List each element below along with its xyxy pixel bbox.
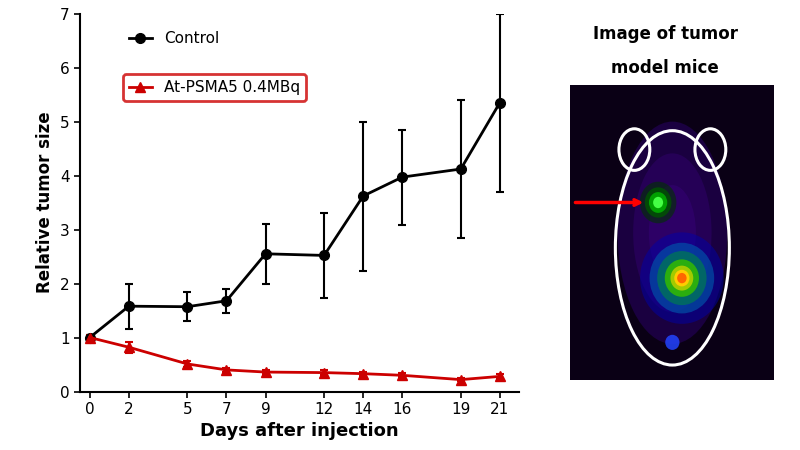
Ellipse shape (665, 259, 699, 297)
Ellipse shape (640, 232, 724, 324)
Legend: At-PSMA5 0.4MBq: At-PSMA5 0.4MBq (122, 74, 306, 101)
Bar (570, 86, 774, 380)
Text: model mice: model mice (611, 59, 719, 77)
X-axis label: Days after injection: Days after injection (200, 423, 399, 441)
Ellipse shape (649, 192, 667, 213)
Ellipse shape (650, 243, 714, 314)
Ellipse shape (657, 251, 706, 305)
Y-axis label: Relative tumor size: Relative tumor size (36, 112, 54, 293)
Ellipse shape (618, 122, 727, 344)
Ellipse shape (653, 197, 663, 208)
Ellipse shape (633, 153, 711, 312)
Text: Image of tumor: Image of tumor (593, 25, 738, 43)
Ellipse shape (640, 182, 677, 223)
Ellipse shape (674, 270, 690, 286)
Ellipse shape (649, 185, 696, 280)
Ellipse shape (666, 335, 679, 350)
Ellipse shape (670, 266, 694, 291)
Ellipse shape (645, 187, 671, 218)
Ellipse shape (677, 273, 686, 284)
